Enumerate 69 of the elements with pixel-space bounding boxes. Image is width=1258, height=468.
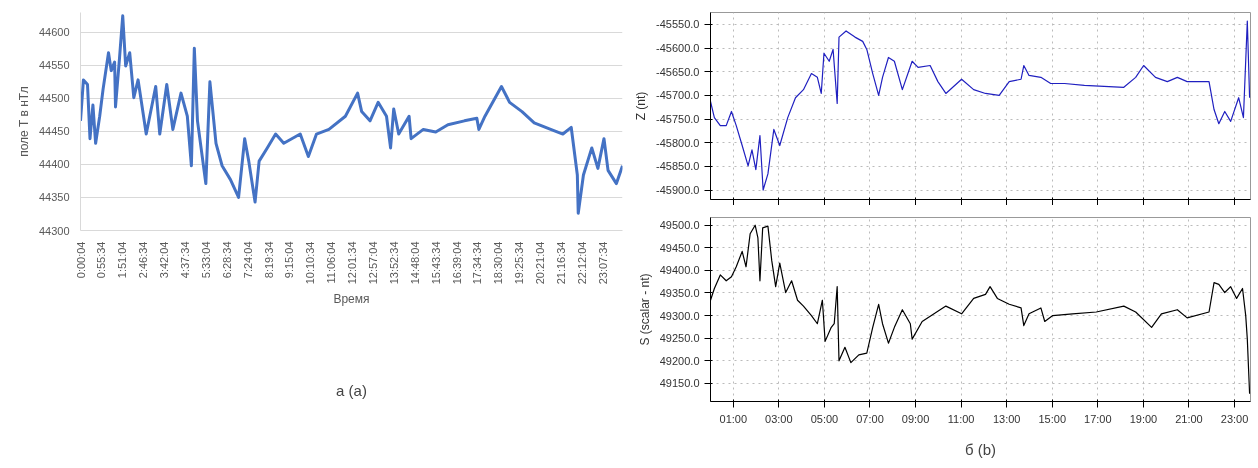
x-tick-label: 9:15:04 (283, 241, 296, 279)
x-tick-label: 16:39:04 (450, 241, 463, 285)
y-tick-label: 49500.0 (659, 219, 700, 232)
text: б (b) (964, 440, 997, 458)
x-tick-label: 01:00 (719, 412, 748, 425)
y-tick-label: -45750.0 (656, 113, 700, 126)
y-tick-label: 49250.0 (659, 332, 700, 345)
x-tick-label: 21:00 (1175, 412, 1203, 425)
x-tick-label: 15:43:34 (429, 241, 442, 285)
y-tick-label: 49350.0 (659, 287, 700, 299)
x-tick-label: 6:28:34 (220, 241, 233, 279)
y-tick-label: 44500 (38, 92, 70, 105)
x-tick-label: 14:48:04 (408, 241, 421, 285)
text: а (a) (336, 381, 367, 399)
x-tick-label: 15:00 (1038, 412, 1067, 425)
line-series (80, 14, 623, 215)
x-tick-label: 3:42:04 (158, 241, 171, 279)
x-tick-label: 7:24:04 (241, 241, 254, 279)
x-tick-label: 05:00 (810, 412, 839, 425)
y-axis-title: поле T в нТл (16, 86, 31, 157)
y-tick-label: 49300.0 (659, 309, 700, 322)
y-tick-label: -45700.0 (656, 89, 700, 102)
x-tick-label: 2:46:34 (137, 241, 150, 279)
y-tick-label: -45600.0 (656, 42, 700, 55)
x-tick-label: 18:30:04 (492, 241, 505, 285)
y-tick-label: -45550.0 (656, 18, 700, 31)
y-tick-label: 44450 (38, 125, 70, 138)
y-tick-label: -45900.0 (656, 184, 700, 197)
y-axis-title: S (scalar - nt) (637, 273, 652, 346)
y-tick-label: -45850.0 (656, 160, 700, 173)
x-tick-label: 03:00 (765, 412, 793, 425)
x-tick-label: 21:16:34 (554, 241, 567, 285)
x-tick-label: 0:00:04 (74, 241, 87, 279)
x-tick-label: 20:21:04 (534, 241, 547, 285)
x-tick-label: 10:10:34 (304, 241, 317, 285)
y-tick-label: 44300 (38, 224, 70, 237)
x-tick-label: 12:57:04 (366, 241, 379, 285)
y-tick-label: -45650.0 (656, 65, 700, 78)
x-tick-label: 11:00 (947, 412, 975, 425)
x-axis-title: Время (333, 292, 370, 307)
x-tick-label: 23:07:34 (596, 241, 609, 285)
x-tick-label: 07:00 (856, 412, 884, 425)
y-tick-label: 49150.0 (659, 377, 700, 390)
x-tick-label: 13:00 (992, 412, 1021, 425)
x-tick-label: 12:01:34 (346, 241, 359, 285)
x-tick-label: 17:34:34 (471, 241, 484, 285)
line-series (710, 20, 1251, 191)
x-tick-label: 19:00 (1129, 412, 1158, 425)
y-tick-label: 49400.0 (659, 264, 700, 277)
x-tick-label: 17:00 (1084, 412, 1112, 425)
y-tick-label: -45800.0 (656, 136, 700, 149)
y-tick-label: 44350 (38, 191, 70, 204)
y-axis-title: Z (nt) (634, 91, 649, 121)
y-tick-label: 44600 (38, 26, 70, 39)
x-tick-label: 09:00 (901, 412, 930, 425)
x-tick-label: 19:25:34 (513, 241, 526, 285)
x-tick-label: 22:12:04 (575, 241, 588, 285)
y-tick-label: 49200.0 (659, 354, 700, 367)
y-tick-label: 49450.0 (659, 241, 700, 254)
x-tick-label: 11:06:04 (325, 241, 338, 284)
x-tick-label: 23:00 (1220, 412, 1249, 425)
y-tick-label: 44550 (38, 59, 70, 72)
x-tick-label: 13:52:34 (387, 241, 400, 285)
y-tick-label: 44400 (38, 158, 70, 171)
x-tick-label: 8:19:34 (262, 241, 275, 279)
x-tick-label: 0:55:34 (95, 241, 108, 279)
x-tick-label: 1:51:04 (116, 241, 129, 279)
x-tick-label: 5:33:04 (199, 241, 212, 279)
x-tick-label: 4:37:34 (178, 241, 191, 279)
